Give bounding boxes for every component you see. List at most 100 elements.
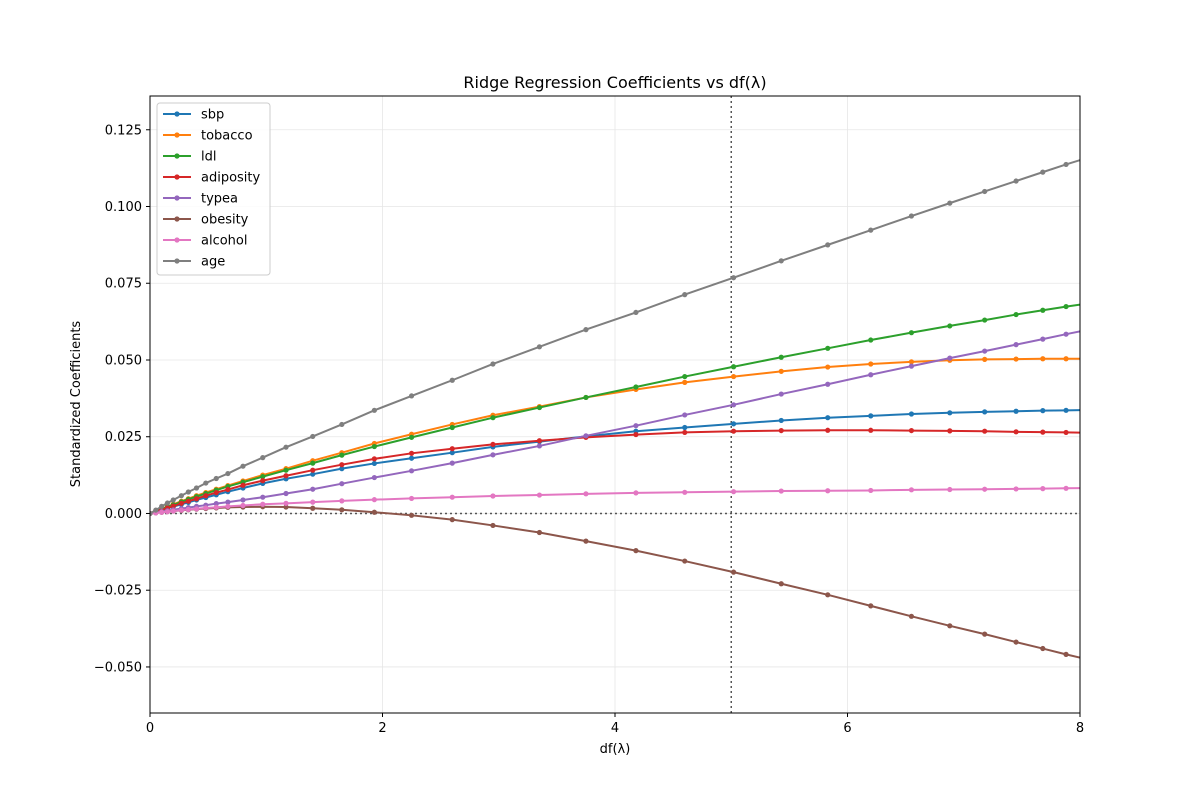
data-point-sbp — [778, 417, 784, 424]
data-point-age — [583, 327, 589, 333]
data-point-sbp — [1013, 408, 1019, 414]
data-point-age — [153, 507, 159, 513]
data-point-adiposity — [490, 441, 496, 448]
data-point-sbp — [825, 415, 831, 421]
data-point-ldl — [310, 460, 316, 466]
data-point-typea — [283, 490, 289, 497]
legend-item-ldl: ldl — [163, 150, 216, 165]
data-point-alcohol — [193, 506, 200, 512]
legend-marker — [174, 237, 180, 243]
data-point-sbp — [868, 413, 874, 419]
data-point-age — [225, 470, 231, 477]
data-point-age — [1013, 178, 1019, 184]
legend-item-typea: typea — [163, 192, 238, 207]
data-point-adiposity — [225, 486, 231, 493]
data-point-typea — [213, 501, 219, 507]
data-point-ldl — [730, 364, 737, 370]
chart-title: Ridge Regression Coefficients vs df(λ) — [463, 73, 766, 92]
series-adiposity — [150, 427, 1080, 517]
data-point-alcohol — [583, 491, 589, 497]
data-point-alcohol — [682, 489, 688, 495]
data-point-typea — [778, 391, 784, 397]
data-point-adiposity — [982, 428, 988, 434]
data-point-ldl — [536, 404, 543, 411]
data-point-ldl — [908, 330, 915, 336]
data-point-typea — [825, 381, 831, 387]
y-tick-label: 0.050 — [105, 353, 142, 368]
data-point-adiposity — [633, 431, 639, 438]
x-axis-label: df(λ) — [600, 742, 631, 757]
data-point-alcohol — [159, 509, 165, 515]
data-point-typea — [1083, 328, 1088, 333]
data-point-age — [536, 344, 543, 350]
data-point-obesity — [283, 504, 289, 510]
data-point-ldl — [490, 415, 496, 421]
x-tick-label: 6 — [843, 721, 851, 736]
data-point-tobacco — [730, 373, 737, 380]
data-point-age — [159, 503, 165, 510]
legend-label: obesity — [201, 213, 249, 228]
data-point-alcohol — [1040, 486, 1046, 492]
data-point-adiposity — [408, 450, 415, 456]
data-point-sbp — [908, 411, 915, 417]
data-point-typea — [633, 423, 639, 429]
data-point-age — [260, 455, 266, 461]
data-point-alcohol — [908, 487, 915, 493]
data-point-sbp — [947, 410, 953, 416]
data-point-adiposity — [1063, 429, 1069, 436]
data-point-sbp — [371, 460, 377, 467]
y-tick-label: 0.025 — [105, 430, 142, 445]
data-point-adiposity — [778, 427, 784, 434]
data-point-sbp — [449, 450, 455, 456]
data-point-age — [310, 433, 316, 440]
data-point-age — [150, 510, 153, 517]
y-axis-label: Standardized Coefficients — [69, 321, 84, 488]
y-tick-label: −0.025 — [94, 584, 142, 599]
data-point-adiposity — [682, 429, 688, 436]
data-point-age — [283, 444, 289, 450]
data-point-ldl — [583, 394, 589, 401]
data-point-alcohol — [164, 509, 171, 515]
data-point-tobacco — [1013, 356, 1019, 362]
data-point-typea — [868, 372, 874, 378]
data-point-obesity — [682, 558, 688, 564]
data-point-typea — [260, 494, 266, 500]
data-point-obesity — [633, 548, 639, 554]
data-point-age — [947, 200, 953, 206]
legend-label: ldl — [201, 150, 216, 165]
data-point-alcohol — [240, 502, 246, 509]
data-point-alcohol — [825, 488, 831, 494]
data-point-adiposity — [449, 446, 455, 452]
legend-marker — [174, 216, 180, 222]
reference-lines — [150, 96, 1080, 713]
data-point-obesity — [339, 507, 345, 513]
legend-label: typea — [201, 192, 238, 207]
data-point-adiposity — [908, 427, 915, 434]
data-point-ldl — [825, 345, 831, 351]
data-point-age — [213, 475, 219, 482]
data-point-age — [178, 493, 184, 499]
data-point-alcohol — [339, 498, 345, 504]
data-point-adiposity — [310, 467, 316, 473]
series-line-adiposity — [150, 429, 1080, 515]
data-point-ldl — [260, 474, 266, 480]
series-line-sbp — [150, 409, 1080, 515]
legend-marker — [174, 111, 180, 117]
data-point-age — [730, 275, 737, 281]
x-tick-label: 0 — [146, 721, 154, 736]
data-point-adiposity — [185, 498, 191, 504]
data-point-typea — [908, 363, 915, 369]
data-point-ldl — [982, 317, 988, 323]
data-point-age — [490, 361, 496, 367]
data-point-typea — [947, 355, 953, 361]
data-point-obesity — [908, 613, 915, 619]
data-point-age — [825, 242, 831, 248]
x-tick-label: 8 — [1076, 721, 1084, 736]
data-point-adiposity — [1040, 429, 1046, 435]
x-tick-label: 4 — [611, 721, 619, 736]
series-layer — [150, 159, 1088, 659]
data-point-typea — [449, 460, 455, 466]
y-tick-label: 0.125 — [105, 123, 142, 138]
series-obesity — [150, 504, 1080, 659]
